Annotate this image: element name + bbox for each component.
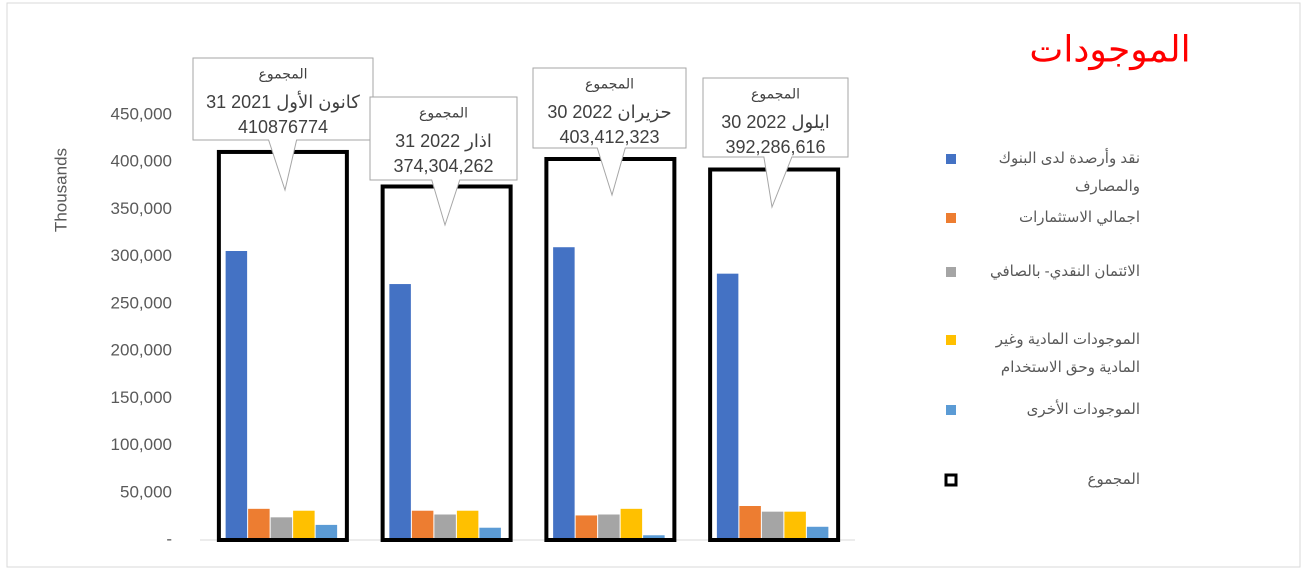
y-tick-label: 450,000 — [111, 104, 172, 123]
legend-swatch — [946, 405, 956, 415]
legend-swatch — [944, 473, 958, 487]
callout-shape — [369, 96, 518, 227]
callout-category: 31 كانون الأول 2021 — [206, 91, 360, 113]
bar — [598, 514, 620, 540]
y-tick-label: 350,000 — [111, 199, 172, 218]
callout-shape — [702, 77, 849, 209]
y-tick-label: 50,000 — [120, 482, 172, 501]
legend-swatch — [946, 267, 956, 277]
callout-shape — [192, 57, 374, 192]
bar — [315, 524, 338, 540]
chart-title: الموجودات — [1029, 29, 1190, 71]
callout-series-name: المجموع — [751, 86, 800, 103]
callout-category: 30 ايلول 2022 — [721, 112, 829, 133]
callout-value: 392,286,616 — [725, 137, 825, 157]
legend-label: الموجودات الأخرى — [1026, 401, 1140, 418]
legend-label: اجمالي الاستثمارات — [1018, 209, 1140, 226]
bar — [293, 510, 315, 540]
y-tick-label: 200,000 — [111, 341, 172, 360]
callout-series-name: المجموع — [585, 76, 634, 93]
legend-swatch — [946, 213, 956, 223]
callout-shape — [532, 67, 687, 197]
y-tick-label: 100,000 — [111, 435, 172, 454]
y-axis-label: Thousands — [51, 148, 70, 232]
legend-label: المجموع — [1087, 471, 1140, 488]
bar — [761, 511, 784, 540]
bar — [434, 514, 456, 540]
bar — [456, 510, 479, 540]
callout-value: 374,304,262 — [393, 156, 493, 176]
callout-value: 403,412,323 — [559, 127, 659, 147]
legend-label: الموجودات المادية وغير المادية وحق الاست… — [995, 331, 1140, 376]
bar — [575, 515, 598, 540]
legend-label: نقد وأرصدة لدى البنوك والمصارف — [998, 150, 1140, 195]
y-tick-label: 250,000 — [111, 293, 172, 312]
bar — [806, 526, 829, 540]
bar — [225, 251, 248, 540]
callout-series-name: المجموع — [259, 66, 308, 83]
y-tick-label: - — [166, 529, 172, 548]
legend-swatch — [946, 335, 956, 345]
bar — [643, 535, 665, 540]
bar — [389, 284, 411, 540]
callout: المجموع 31 كانون الأول 2021 410876774 — [192, 57, 374, 192]
bar — [716, 273, 739, 540]
legend-swatch — [946, 154, 956, 164]
y-tick-label: 300,000 — [111, 246, 172, 265]
callout: المجموع 30 حزيران 2022 403,412,323 — [532, 67, 687, 197]
bar — [479, 527, 501, 540]
callout-series-name: المجموع — [419, 105, 468, 122]
legend-label: الائتمان النقدي- بالصافي — [989, 263, 1140, 280]
bar — [784, 511, 806, 540]
callout: المجموع 30 ايلول 2022 392,286,616 — [702, 77, 849, 209]
callout-category: 31 اذار 2022 — [395, 131, 492, 151]
callout-value: 410876774 — [238, 117, 328, 137]
callout: المجموع 31 اذار 2022 374,304,262 — [369, 96, 518, 227]
bar — [270, 517, 293, 540]
bar — [739, 506, 761, 540]
y-tick-label: 400,000 — [111, 152, 172, 171]
bar — [248, 508, 270, 540]
bar — [620, 508, 643, 540]
y-tick-label: 150,000 — [111, 388, 172, 407]
bar — [411, 510, 434, 540]
bar — [553, 247, 575, 540]
callout-category: 30 حزيران 2022 — [547, 102, 671, 123]
